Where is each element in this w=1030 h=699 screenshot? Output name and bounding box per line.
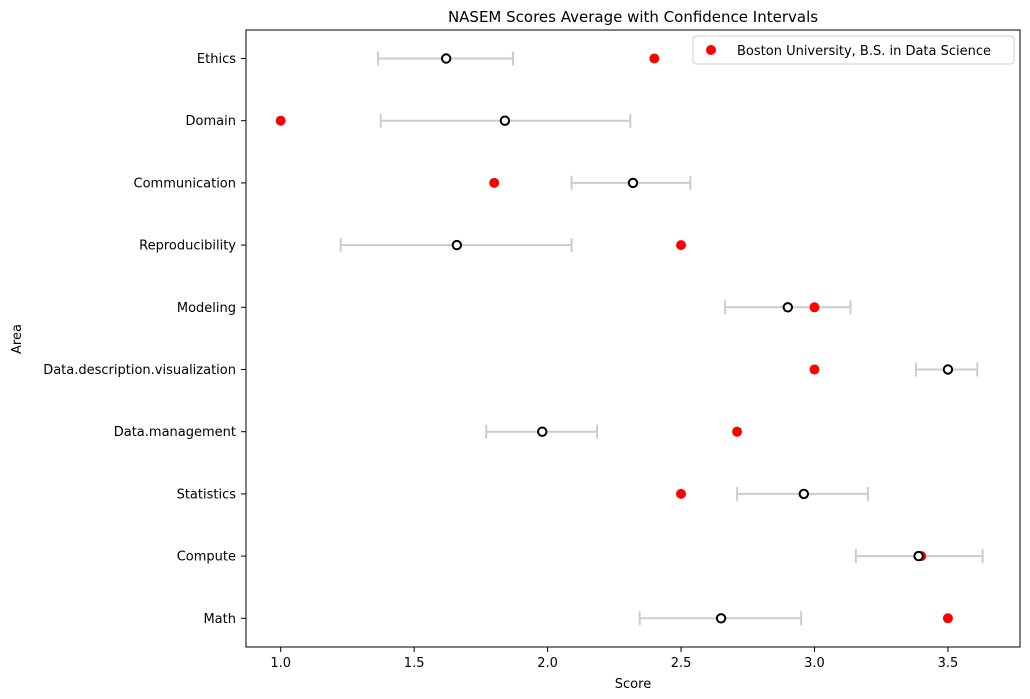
- program-score-point: [732, 426, 743, 437]
- average-score-point: [451, 239, 463, 251]
- x-tick-label: 2.0: [537, 656, 558, 671]
- y-tick-label: Reproducibility: [139, 239, 236, 254]
- program-score-point: [676, 240, 687, 251]
- average-score-point: [440, 53, 452, 64]
- y-tick-label: Ethics: [197, 52, 236, 67]
- legend: Boston University, B.S. in Data Science: [692, 35, 1015, 65]
- x-axis-label: Score: [615, 677, 651, 692]
- average-score-point: [942, 364, 954, 375]
- x-tick-label: 1.0: [270, 656, 291, 671]
- y-tick-label: Math: [203, 612, 236, 627]
- y-tick-label: Communication: [134, 176, 236, 191]
- x-tick-label: 1.5: [404, 656, 425, 671]
- program-score-point: [649, 53, 660, 64]
- legend-box: [692, 35, 1015, 65]
- program-score-point: [489, 177, 500, 188]
- y-tick-label: Modeling: [177, 301, 236, 316]
- program-score-point: [809, 364, 820, 375]
- x-axis: 1.0 1.5 2.0 2.5 3.0 3.5: [270, 647, 958, 671]
- chart-title: NASEM Scores Average with Confidence Int…: [448, 8, 818, 26]
- x-tick-label: 3.5: [938, 656, 959, 671]
- y-tick-label: Data.management: [114, 425, 236, 440]
- program-score-point: [275, 115, 286, 126]
- average-score-point: [537, 426, 548, 437]
- legend-marker: [706, 45, 716, 55]
- y-tick-label: Data.description.visualization: [43, 363, 236, 378]
- program-score-point: [942, 613, 953, 624]
- x-tick-label: 2.5: [671, 656, 692, 671]
- program-score-point: [809, 302, 820, 313]
- average-score-point: [782, 302, 793, 313]
- average-score-point: [499, 115, 511, 126]
- y-axis: Ethics Domain Communication Reproducibility…: [43, 52, 246, 627]
- legend-label: Boston University, B.S. in Data Science: [737, 44, 991, 59]
- y-tick-label: Statistics: [177, 487, 237, 502]
- program-score-point: [676, 488, 687, 499]
- x-tick-label: 3.0: [804, 656, 825, 671]
- average-score-point: [715, 613, 727, 624]
- plot-frame: [245, 29, 1021, 648]
- average-score-point: [913, 550, 924, 562]
- average-score-point: [627, 177, 639, 189]
- y-tick-label: Domain: [186, 114, 236, 129]
- y-tick-label: Compute: [177, 550, 236, 565]
- y-axis-label: Area: [10, 324, 25, 354]
- plot-area: [275, 51, 984, 626]
- average-score-point: [798, 488, 810, 500]
